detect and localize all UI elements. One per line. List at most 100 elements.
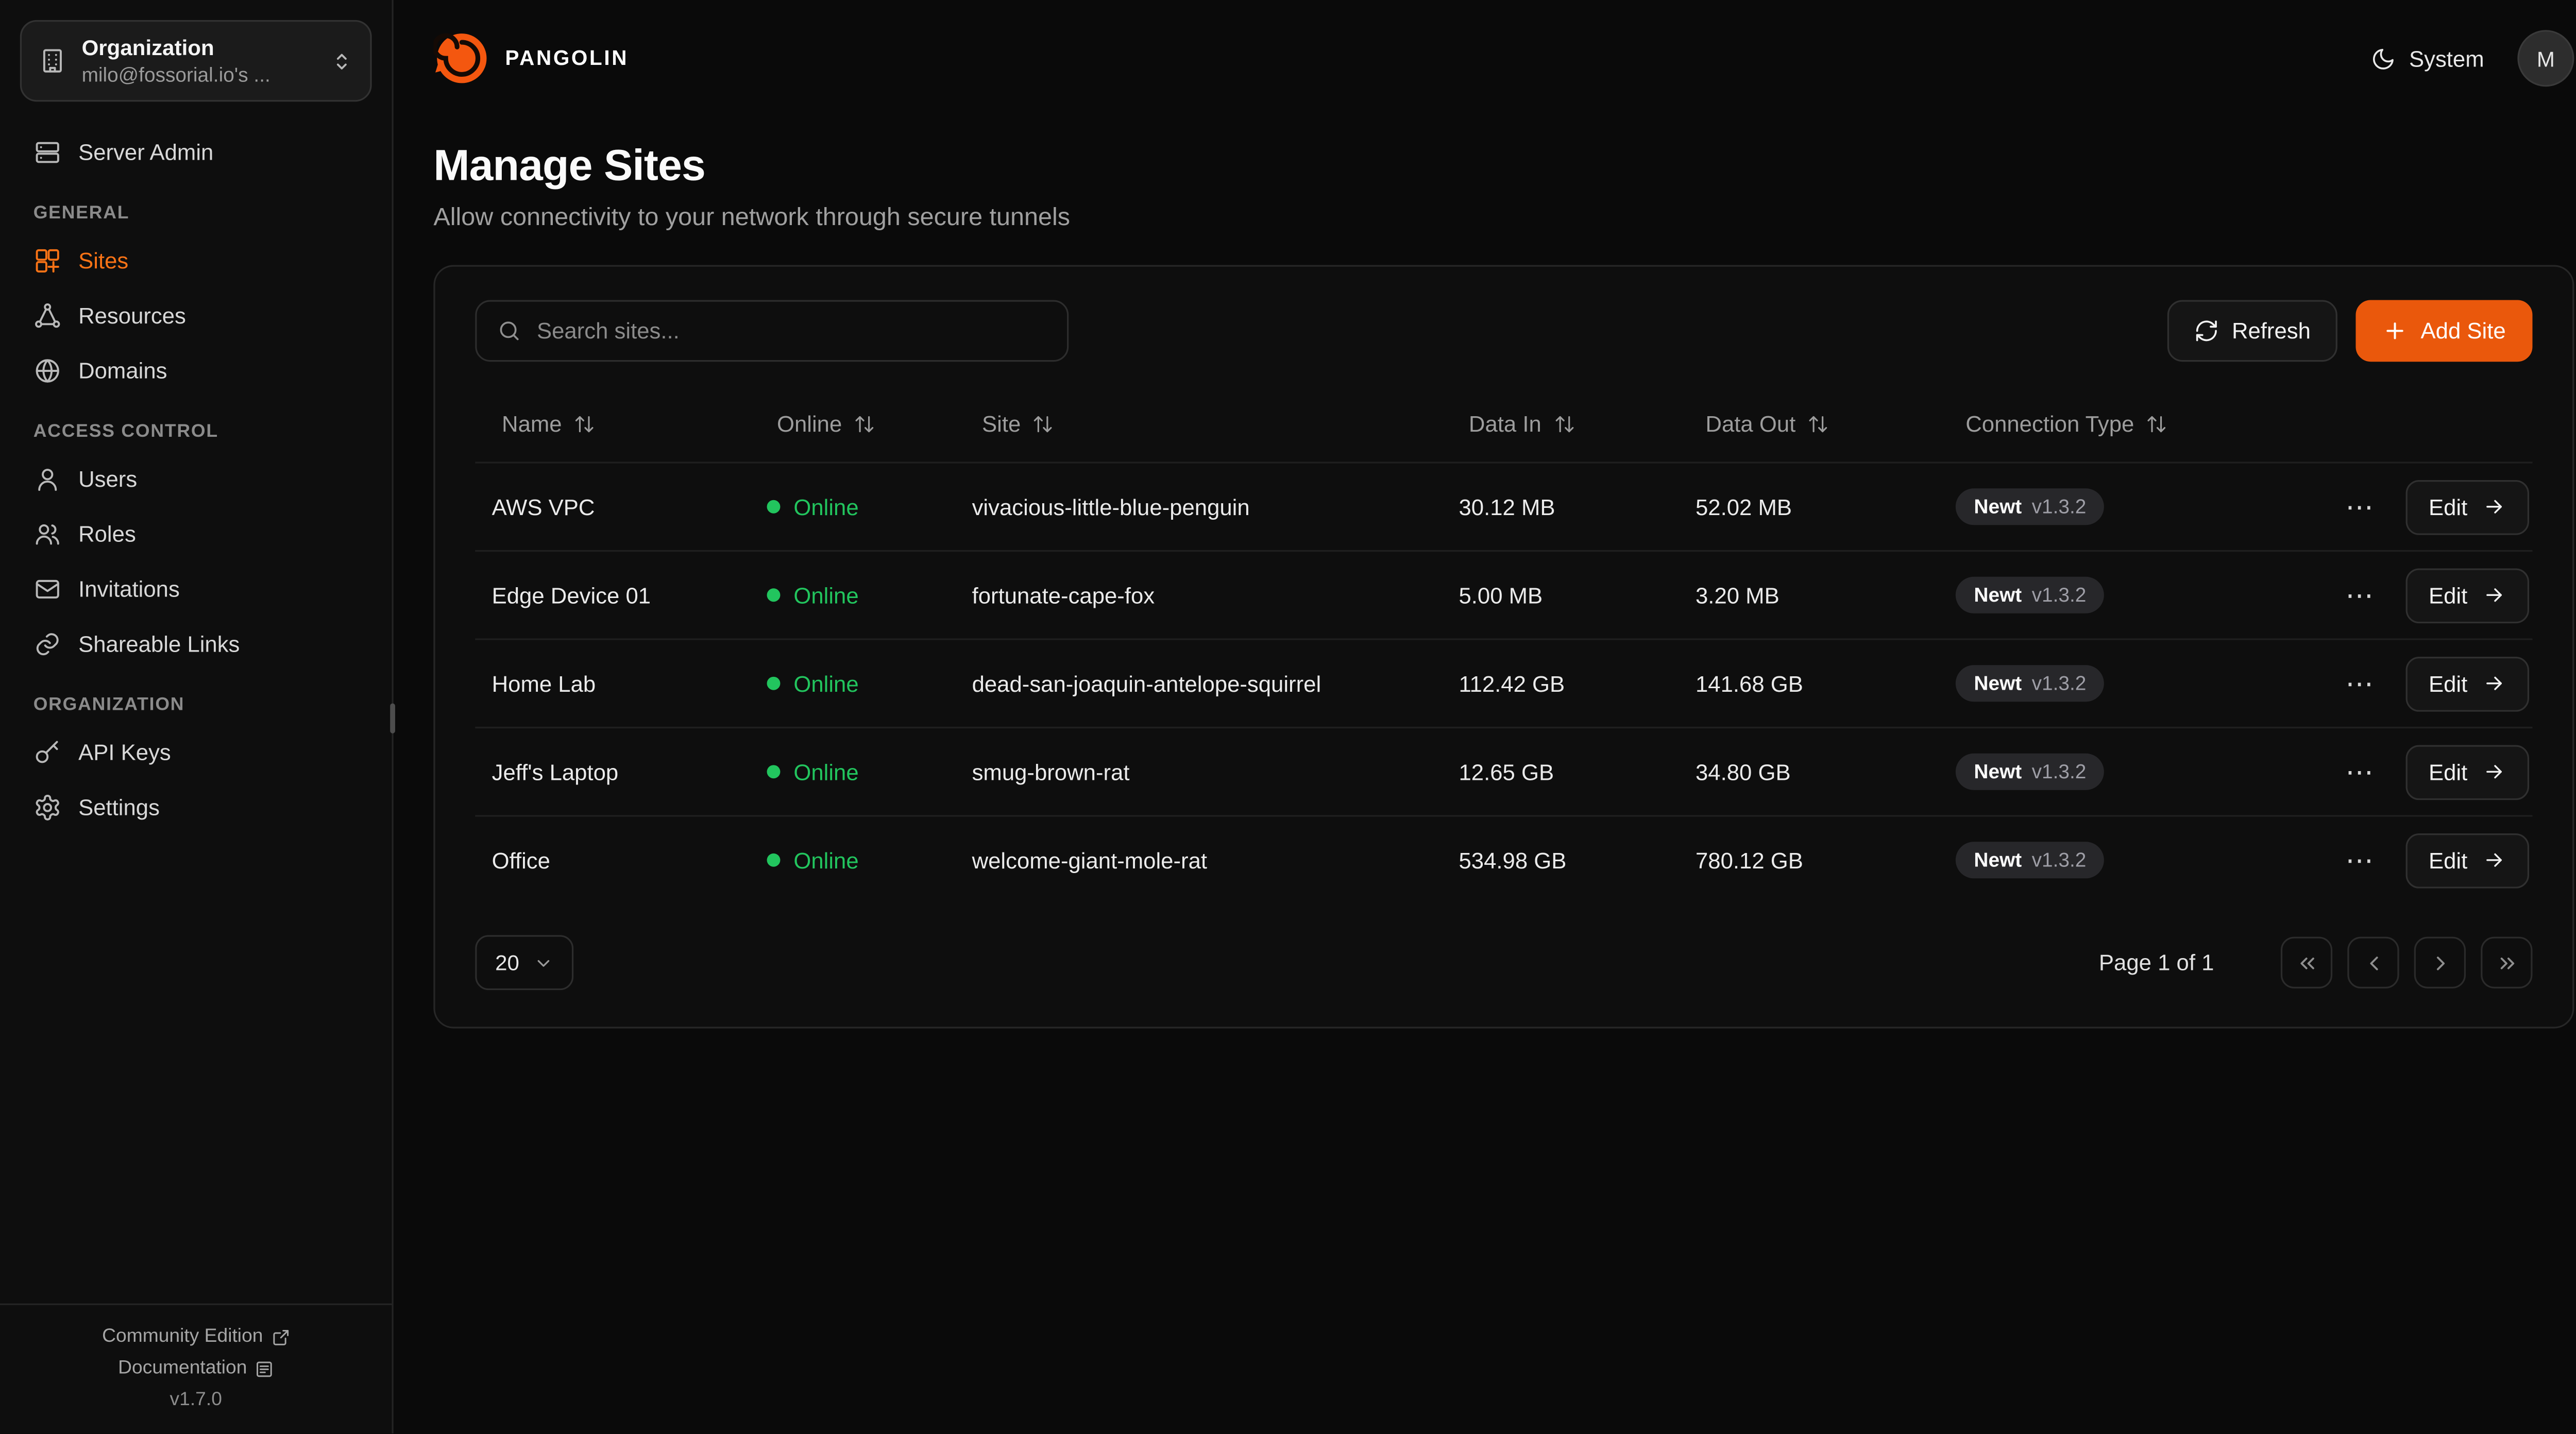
table-row: Edge Device 01 Online fortunate-cape-fox… — [475, 550, 2533, 639]
building-icon — [38, 47, 66, 75]
table-row: AWS VPC Online vivacious-little-blue-pen… — [475, 462, 2533, 550]
cell-data-out: 141.68 GB — [1696, 671, 1803, 696]
community-edition-label: Community Edition — [102, 1326, 263, 1347]
edit-button-label: Edit — [2428, 759, 2468, 784]
row-menu-button[interactable]: ⋯ — [2344, 489, 2380, 524]
chevrons-left-icon — [2295, 951, 2318, 974]
brand[interactable]: PANGOLIN — [433, 30, 629, 87]
sidebar-item-domains[interactable]: Domains — [20, 347, 372, 394]
sidebar-top: Organization milo@fossorial.io's ... — [0, 0, 392, 102]
add-site-button[interactable]: Add Site — [2355, 300, 2533, 362]
section-title-organization: ORGANIZATION — [33, 695, 185, 715]
external-link-icon — [272, 1327, 290, 1346]
org-picker-value: milo@fossorial.io's ... — [81, 62, 270, 86]
waypoints-icon — [33, 301, 62, 330]
status-label: Online — [793, 582, 859, 608]
search-input[interactable] — [536, 318, 1047, 344]
sidebar-item-roles[interactable]: Roles — [20, 510, 372, 557]
refresh-icon — [2194, 318, 2219, 344]
online-dot — [767, 853, 781, 867]
sidebar-item-resources[interactable]: Resources — [20, 292, 372, 339]
moon-icon — [2371, 46, 2396, 71]
sidebar-item-shareable-links[interactable]: Shareable Links — [20, 620, 372, 667]
sidebar-resize-handle[interactable] — [390, 703, 395, 733]
cell-name: Jeff's Laptop — [492, 759, 619, 784]
online-dot — [767, 500, 781, 514]
connection-badge: Newt v1.3.2 — [1955, 753, 2105, 791]
sidebar-item-label: Sites — [78, 248, 129, 273]
edit-button[interactable]: Edit — [2405, 567, 2530, 623]
column-label: Online — [776, 411, 842, 436]
sort-icon — [2146, 413, 2167, 434]
documentation-label: Documentation — [118, 1358, 247, 1379]
next-page-button[interactable] — [2414, 936, 2466, 988]
sidebar-item-label: Shareable Links — [78, 631, 240, 656]
sidebar-item-server-admin[interactable]: Server Admin — [20, 129, 372, 176]
sidebar-item-users[interactable]: Users — [20, 455, 372, 502]
community-edition-link[interactable]: Community Edition — [102, 1327, 290, 1347]
arrow-right-icon — [2482, 672, 2505, 695]
cell-name: Office — [492, 847, 550, 873]
row-menu-button[interactable]: ⋯ — [2344, 754, 2380, 789]
refresh-button[interactable]: Refresh — [2166, 300, 2337, 362]
sites-card: Refresh Add Site Name Online — [433, 265, 2574, 1029]
cell-data-in: 5.00 MB — [1459, 582, 1543, 608]
edit-button[interactable]: Edit — [2405, 832, 2530, 888]
cell-site: welcome-giant-mole-rat — [972, 847, 1208, 873]
chevrons-right-icon — [2495, 951, 2518, 974]
sidebar-item-invitations[interactable]: Invitations — [20, 565, 372, 612]
cell-connection-type: Newt v1.3.2 — [1939, 841, 2344, 879]
sidebar-footer: Community Edition Documentation v1.7.0 — [0, 1303, 392, 1433]
chevrons-up-down-icon — [330, 49, 353, 73]
plus-icon — [2382, 318, 2408, 344]
row-menu-button[interactable]: ⋯ — [2344, 666, 2380, 701]
last-page-button[interactable] — [2481, 936, 2533, 988]
column-label: Connection Type — [1965, 411, 2134, 436]
pager-buttons — [2280, 936, 2533, 988]
documentation-link[interactable]: Documentation — [118, 1358, 274, 1378]
row-menu-button[interactable]: ⋯ — [2344, 577, 2380, 612]
column-header-site[interactable]: Site — [955, 411, 1442, 436]
status-label: Online — [793, 847, 859, 873]
chevron-left-icon — [2362, 951, 2385, 974]
column-label: Name — [502, 411, 562, 436]
edit-button[interactable]: Edit — [2405, 479, 2530, 535]
table-header: Name Online Site Data In Data Out — [475, 385, 2532, 462]
column-header-online[interactable]: Online — [750, 411, 955, 436]
column-header-connection-type[interactable]: Connection Type — [1939, 411, 2344, 436]
sidebar: Organization milo@fossorial.io's ... Ser… — [0, 0, 395, 1433]
theme-toggle[interactable]: System — [2371, 46, 2484, 71]
edit-button[interactable]: Edit — [2405, 744, 2530, 799]
cell-data-out: 780.12 GB — [1696, 847, 1803, 873]
section-title-general: GENERAL — [33, 203, 130, 224]
pangolin-logo-icon — [433, 30, 490, 87]
cell-actions: ⋯ Edit — [2344, 567, 2533, 623]
column-header-name[interactable]: Name — [475, 411, 750, 436]
sidebar-item-settings[interactable]: Settings — [20, 783, 372, 830]
sidebar-item-api-keys[interactable]: API Keys — [20, 729, 372, 776]
org-picker[interactable]: Organization milo@fossorial.io's ... — [20, 20, 372, 102]
cell-data-in: 12.65 GB — [1459, 759, 1554, 784]
cell-connection-type: Newt v1.3.2 — [1939, 488, 2344, 525]
edit-button[interactable]: Edit — [2405, 656, 2530, 711]
first-page-button[interactable] — [2280, 936, 2333, 988]
sidebar-item-label: Roles — [78, 521, 136, 547]
cell-data-out: 52.02 MB — [1696, 494, 1792, 520]
cell-actions: ⋯ Edit — [2344, 832, 2533, 888]
status-label: Online — [793, 494, 859, 520]
online-dot — [767, 588, 781, 602]
page-size-select[interactable]: 20 — [475, 935, 574, 991]
avatar[interactable]: M — [2517, 30, 2574, 87]
add-site-button-label: Add Site — [2420, 318, 2506, 344]
gear-icon — [33, 793, 62, 821]
row-menu-button[interactable]: ⋯ — [2344, 843, 2380, 878]
column-header-data-out[interactable]: Data Out — [1679, 411, 1939, 436]
org-picker-label: Organization — [81, 35, 214, 60]
previous-page-button[interactable] — [2347, 936, 2399, 988]
connection-badge: Newt v1.3.2 — [1955, 488, 2105, 525]
sidebar-item-sites[interactable]: Sites — [20, 237, 372, 284]
column-header-data-in[interactable]: Data In — [1442, 411, 1679, 436]
cell-actions: ⋯ Edit — [2344, 744, 2533, 799]
refresh-button-label: Refresh — [2231, 318, 2311, 344]
user-icon — [33, 465, 62, 493]
